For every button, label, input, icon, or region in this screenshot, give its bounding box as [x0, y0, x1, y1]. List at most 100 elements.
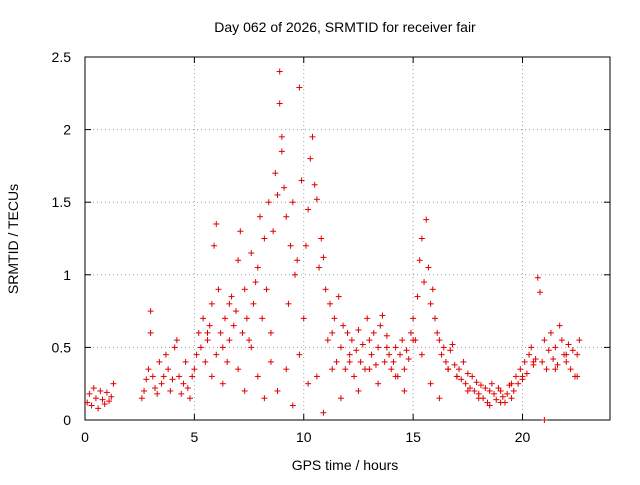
data-point: [377, 322, 384, 329]
x-tick-label: 10: [296, 429, 312, 445]
data-point: [418, 351, 425, 358]
data-point: [410, 315, 417, 322]
data-point: [504, 390, 511, 397]
data-point: [554, 361, 561, 368]
data-point: [149, 373, 156, 380]
data-point: [147, 329, 154, 336]
data-point: [488, 380, 495, 387]
data-point: [156, 358, 163, 365]
data-point: [90, 385, 97, 392]
data-point: [230, 322, 237, 329]
data-point: [563, 351, 570, 358]
data-point: [427, 300, 434, 307]
data-point: [353, 347, 360, 354]
data-point: [392, 373, 399, 380]
data-point: [462, 380, 469, 387]
data-point: [261, 395, 268, 402]
data-point: [165, 366, 172, 373]
data-point: [541, 417, 548, 423]
data-point: [274, 387, 281, 394]
data-point: [473, 379, 480, 386]
data-point: [449, 341, 456, 348]
data-point: [539, 358, 546, 365]
data-point: [259, 315, 266, 322]
data-point: [497, 387, 504, 394]
data-point: [252, 279, 259, 286]
data-point: [357, 358, 364, 365]
data-point: [405, 356, 412, 363]
data-point: [366, 366, 373, 373]
plot-area-frame: [84, 56, 611, 421]
grid: [85, 57, 610, 420]
data-point: [261, 235, 268, 242]
data-point: [379, 312, 386, 319]
data-point: [208, 300, 215, 307]
data-point: [414, 293, 421, 300]
data-point: [456, 366, 463, 373]
data-point: [276, 100, 283, 107]
data-point: [267, 329, 274, 336]
data-point: [329, 366, 336, 373]
data-point: [569, 347, 576, 354]
data-point: [95, 405, 102, 412]
data-point: [294, 257, 301, 264]
data-point: [92, 395, 99, 402]
data-point: [224, 358, 231, 365]
y-tick-label: 1: [63, 267, 71, 283]
data-point: [517, 366, 524, 373]
data-point: [440, 344, 447, 351]
data-point: [508, 380, 515, 387]
data-point: [289, 199, 296, 206]
data-point: [383, 344, 390, 351]
data-point: [425, 264, 432, 271]
data-point: [453, 373, 460, 380]
data-point: [526, 351, 533, 358]
data-point: [434, 329, 441, 336]
data-point: [278, 148, 285, 155]
y-tick-label: 0: [63, 412, 71, 428]
data-point: [499, 393, 506, 400]
data-point: [423, 216, 430, 223]
data-point: [432, 315, 438, 322]
data-point: [197, 344, 204, 351]
data-point: [556, 322, 563, 329]
data-point: [403, 347, 410, 354]
data-point: [267, 358, 274, 365]
x-axis-label: GPS time / hours: [292, 457, 399, 473]
data-point: [545, 347, 552, 354]
data-point: [530, 358, 537, 365]
data-point: [141, 387, 148, 394]
data-point: [337, 395, 344, 402]
data-point: [482, 385, 489, 392]
data-point: [445, 366, 452, 373]
data-point: [486, 402, 493, 409]
data-point: [276, 68, 283, 75]
data-point: [313, 196, 320, 203]
data-point: [213, 351, 220, 358]
data-point: [215, 286, 222, 293]
data-point: [241, 387, 248, 394]
data-point: [543, 366, 550, 373]
data-point: [200, 315, 207, 322]
data-point: [298, 177, 305, 184]
data-point: [346, 351, 353, 358]
data-point: [97, 387, 104, 394]
data-point: [204, 329, 211, 336]
data-point: [327, 300, 333, 307]
data-point: [515, 380, 522, 387]
data-point: [296, 351, 303, 358]
data-point: [202, 358, 209, 365]
data-point: [364, 315, 371, 322]
data-point: [383, 332, 390, 339]
data-point: [563, 358, 570, 365]
data-point: [243, 315, 250, 322]
data-point: [219, 344, 226, 351]
data-point: [366, 337, 373, 344]
data-point: [418, 235, 425, 242]
data-point: [313, 373, 320, 380]
data-point: [348, 337, 355, 344]
data-point: [442, 358, 449, 365]
data-point: [99, 396, 106, 403]
data-point: [274, 191, 281, 198]
